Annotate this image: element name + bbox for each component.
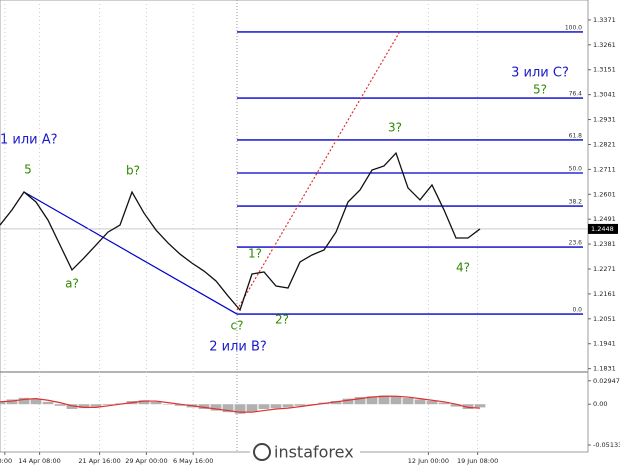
wave-label: a? xyxy=(65,277,79,291)
plot-frame xyxy=(0,0,589,453)
x-tick-label: 6 May 16:00 xyxy=(173,457,213,465)
osc-bar xyxy=(162,404,174,405)
wave-label: 1? xyxy=(248,247,262,261)
watermark: instaforex xyxy=(274,443,354,462)
osc-bar xyxy=(366,396,378,405)
y-tick-label: 1.2051 xyxy=(593,315,616,323)
osc-bar xyxy=(0,401,6,405)
osc-bar xyxy=(390,396,402,405)
y-tick-label: 1.1831 xyxy=(593,365,616,373)
osc-bar xyxy=(462,404,474,409)
osc-bar xyxy=(246,404,258,412)
osc-bar xyxy=(330,401,342,405)
x-tick-label: 14 Apr 08:00 xyxy=(18,457,60,465)
osc-bar xyxy=(30,398,42,405)
current-price-box xyxy=(588,223,618,234)
osc-tick-label: 0.00 xyxy=(593,400,607,408)
wave-label: 3 или C? xyxy=(511,66,569,81)
y-tick-label: 1.2271 xyxy=(593,265,616,273)
osc-bar xyxy=(90,404,102,407)
osc-bar xyxy=(78,404,90,409)
price-line xyxy=(0,151,481,312)
fib-label: 50.0 xyxy=(569,165,583,172)
wave-label: 4? xyxy=(456,261,470,275)
y-tick-label: 1.2711 xyxy=(593,165,616,173)
wave-label: 3? xyxy=(388,121,402,135)
y-tick-label: 1.3041 xyxy=(593,91,616,99)
fib-label: 23.6 xyxy=(569,240,583,247)
osc-bar xyxy=(42,401,54,405)
fib-label: 100.0 xyxy=(565,24,582,31)
osc-bar xyxy=(210,404,222,411)
osc-bar xyxy=(150,401,162,405)
x-tick-label: 19 Jun 08:00 xyxy=(457,457,498,465)
x-tick-label: 29 Apr 00:00 xyxy=(125,457,167,465)
fib-label: 76.4 xyxy=(569,91,583,98)
y-tick-label: 1.2821 xyxy=(593,140,616,148)
logo-icon xyxy=(253,443,271,461)
y-tick-label: 1.2161 xyxy=(593,290,616,298)
current-price-label: 1.2448 xyxy=(591,225,614,233)
osc-bar xyxy=(426,401,438,405)
osc-bar xyxy=(102,404,114,406)
x-tick-label: 21 Apr 16:00 xyxy=(78,457,120,465)
y-tick-label: 1.2491 xyxy=(593,215,616,223)
osc-bar xyxy=(438,402,450,405)
osc-bar xyxy=(474,404,486,408)
x-tick-label: 12 Jun 00:00 xyxy=(408,457,449,465)
wave-label: b? xyxy=(126,164,140,178)
osc-bar xyxy=(414,399,426,405)
wave-label: 2? xyxy=(275,313,289,327)
y-tick-label: 1.2601 xyxy=(593,190,616,198)
fib-label: 38.2 xyxy=(569,199,583,206)
y-tick-label: 1.3261 xyxy=(593,41,616,49)
osc-bar xyxy=(18,397,30,405)
osc-bar xyxy=(294,404,306,406)
osc-bar xyxy=(198,404,210,409)
y-tick-label: 1.2931 xyxy=(593,116,616,124)
logo-bg xyxy=(250,437,360,467)
osc-bar xyxy=(342,398,354,405)
osc-bar xyxy=(450,404,462,407)
fib-label: 61.8 xyxy=(569,132,583,139)
wave-label: 2 или B? xyxy=(209,340,267,355)
x-tick-label: 0:00 xyxy=(0,457,12,465)
osc-signal xyxy=(0,395,481,413)
osc-bar xyxy=(270,404,282,409)
osc-bar xyxy=(378,395,390,405)
trend-line xyxy=(236,31,401,311)
osc-bar xyxy=(222,404,234,413)
y-tick-label: 1.2381 xyxy=(593,240,616,248)
wave-label: c? xyxy=(231,319,244,333)
logo: instaforex xyxy=(250,437,360,467)
wave-label: 5? xyxy=(533,83,547,97)
wave-label: 1 или A? xyxy=(0,133,58,148)
osc-bar xyxy=(66,404,78,409)
trend-line xyxy=(23,191,238,315)
y-tick-label: 1.3371 xyxy=(593,16,616,24)
fib-label: 0.0 xyxy=(572,307,582,314)
osc-bar xyxy=(174,404,186,406)
osc-tick-label: 0.02947 xyxy=(593,377,620,385)
osc-bar xyxy=(138,400,150,405)
osc-bar xyxy=(6,399,18,405)
y-tick-label: 1.1941 xyxy=(593,340,616,348)
wave-label: 5 xyxy=(24,163,32,177)
osc-bar xyxy=(282,404,294,408)
osc-bar xyxy=(402,397,414,405)
y-tick-label: 1.3151 xyxy=(593,66,616,74)
osc-tick-label: -0.05133 xyxy=(593,441,620,449)
osc-bar xyxy=(54,404,66,406)
osc-bar xyxy=(258,404,270,409)
osc-bar xyxy=(234,404,246,414)
osc-bar xyxy=(354,397,366,405)
